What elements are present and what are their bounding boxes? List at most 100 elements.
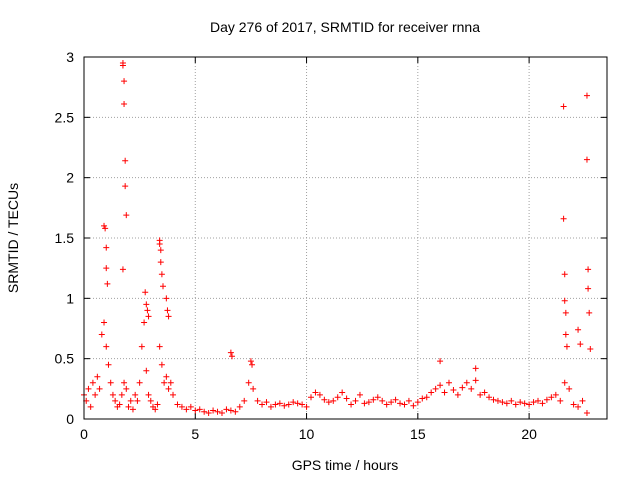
data-point xyxy=(428,389,435,396)
data-point xyxy=(321,396,328,403)
data-point xyxy=(143,301,150,308)
data-point xyxy=(196,406,203,413)
data-points xyxy=(81,60,594,416)
y-axis-label: SRMTID / TECUs xyxy=(5,183,21,293)
data-point xyxy=(583,92,590,99)
data-point xyxy=(156,343,163,350)
data-point xyxy=(87,403,94,410)
data-point xyxy=(374,394,381,401)
data-point xyxy=(585,285,592,292)
data-point xyxy=(410,402,417,409)
data-point xyxy=(459,384,466,391)
data-point xyxy=(517,399,524,406)
data-point xyxy=(575,326,582,333)
data-point xyxy=(109,391,116,398)
data-point xyxy=(583,156,590,163)
data-point xyxy=(548,394,555,401)
data-point xyxy=(129,406,136,413)
x-tick-label: 5 xyxy=(191,426,199,442)
data-point xyxy=(178,403,185,410)
data-point xyxy=(158,361,165,368)
data-point xyxy=(437,382,444,389)
data-point xyxy=(125,403,132,410)
data-point xyxy=(570,401,577,408)
data-point xyxy=(147,397,154,404)
data-point xyxy=(141,319,148,326)
data-point xyxy=(101,319,108,326)
data-point xyxy=(192,407,199,414)
data-point xyxy=(210,407,217,414)
y-tick-label: 1.5 xyxy=(55,230,75,246)
data-point xyxy=(383,401,390,408)
data-point xyxy=(103,244,110,251)
data-point xyxy=(499,399,506,406)
data-point xyxy=(561,297,568,304)
data-point xyxy=(508,397,515,404)
data-point xyxy=(535,397,542,404)
grid xyxy=(84,57,607,419)
data-point xyxy=(414,399,421,406)
data-point xyxy=(103,265,110,272)
data-point xyxy=(232,408,239,415)
data-point xyxy=(138,343,145,350)
data-point xyxy=(164,307,171,314)
y-tick-label: 3 xyxy=(66,49,74,65)
data-point xyxy=(167,379,174,386)
data-point xyxy=(334,394,341,401)
data-point xyxy=(560,103,567,110)
data-point xyxy=(356,391,363,398)
data-point xyxy=(468,385,475,392)
data-point xyxy=(156,241,163,248)
data-point xyxy=(281,402,288,409)
data-point xyxy=(105,361,112,368)
data-point xyxy=(577,341,584,348)
data-point xyxy=(352,397,359,404)
data-point xyxy=(330,397,337,404)
data-point xyxy=(437,358,444,365)
data-point xyxy=(98,331,105,338)
data-point xyxy=(127,397,134,404)
data-point xyxy=(401,401,408,408)
y-tick-label: 0.5 xyxy=(55,351,75,367)
data-point xyxy=(521,400,528,407)
data-point xyxy=(566,385,573,392)
data-point xyxy=(259,401,266,408)
data-point xyxy=(562,331,569,338)
data-point xyxy=(94,373,101,380)
data-point xyxy=(477,391,484,398)
data-point xyxy=(154,401,161,408)
data-point xyxy=(116,401,123,408)
data-point xyxy=(170,391,177,398)
data-point xyxy=(312,389,319,396)
data-point xyxy=(490,396,497,403)
data-point xyxy=(205,409,212,416)
data-point xyxy=(201,408,208,415)
data-point xyxy=(481,389,488,396)
data-point xyxy=(272,401,279,408)
data-point xyxy=(163,295,170,302)
data-point xyxy=(557,397,564,404)
data-point xyxy=(236,403,243,410)
data-point xyxy=(526,401,533,408)
data-point xyxy=(152,406,159,413)
data-point xyxy=(245,379,252,386)
data-point xyxy=(472,365,479,372)
data-point xyxy=(157,247,164,254)
data-point xyxy=(250,385,257,392)
x-tick-label: 15 xyxy=(410,426,426,442)
data-point xyxy=(160,283,167,290)
data-point xyxy=(218,409,225,416)
data-point xyxy=(276,400,283,407)
data-point xyxy=(370,396,377,403)
data-point xyxy=(123,385,130,392)
y-tick-label: 1 xyxy=(66,290,74,306)
data-point xyxy=(405,397,412,404)
data-point xyxy=(294,400,301,407)
data-point xyxy=(267,403,274,410)
data-point xyxy=(579,397,586,404)
data-point xyxy=(122,183,129,190)
data-point xyxy=(445,379,452,386)
y-tick-label: 2 xyxy=(66,170,74,186)
data-point xyxy=(157,259,164,266)
data-point xyxy=(107,379,114,386)
